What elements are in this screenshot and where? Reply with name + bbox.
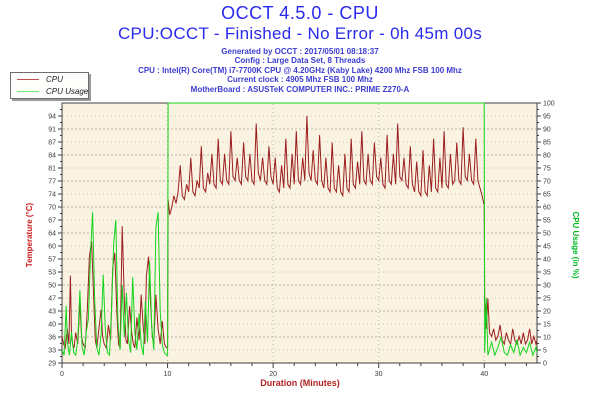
report-title: OCCT 4.5.0 - CPU xyxy=(221,3,379,23)
left-tick-label: 50 xyxy=(48,283,56,290)
right-tick-label: 70 xyxy=(543,179,551,186)
right-tick-label: 20 xyxy=(543,309,551,316)
right-tick-label: 60 xyxy=(543,205,551,212)
right-tick-label: 30 xyxy=(543,283,551,290)
right-tick-label: 90 xyxy=(543,127,551,134)
legend-item-cpu: CPU xyxy=(11,73,88,85)
left-tick-label: 81 xyxy=(48,166,56,173)
x-tick-label: 0 xyxy=(60,371,64,378)
left-tick-label: 53 xyxy=(48,270,56,277)
x-tick-label: 30 xyxy=(375,371,383,378)
left-tick-label: 64 xyxy=(48,231,56,238)
x-axis-title: Duration (Minutes) xyxy=(260,378,340,388)
right-tick-label: 45 xyxy=(543,244,551,251)
report-subtitle: CPU:OCCT - Finished - No Error - 0h 45m … xyxy=(117,24,482,43)
cpu-line-swatch xyxy=(17,78,39,80)
report-info: Generated by OCCT : 2017/05/01 08:18:37 … xyxy=(0,47,600,94)
right-tick-label: 15 xyxy=(543,322,551,329)
right-axis-title: CPU Usage (in %) xyxy=(571,211,580,279)
chart-legend: CPU CPU Usage xyxy=(10,72,89,99)
cpu-usage-series-line xyxy=(61,102,538,357)
right-tick-label: 0 xyxy=(543,361,547,368)
legend-label-cpu-usage: CPU Usage xyxy=(46,86,89,96)
left-tick-label: 94 xyxy=(48,114,56,121)
left-tick-label: 84 xyxy=(48,153,56,160)
left-tick-label: 67 xyxy=(48,218,56,225)
left-tick-label: 91 xyxy=(48,127,56,134)
legend-label-cpu: CPU xyxy=(46,74,63,84)
info-line-clock: Current clock : 4905 Mhz FSB 100 Mhz xyxy=(227,75,373,85)
right-tick-label: 5 xyxy=(543,348,547,355)
left-tick-label: 60 xyxy=(48,244,56,251)
left-tick-label: 57 xyxy=(48,257,56,264)
right-tick-label: 55 xyxy=(543,218,551,225)
right-tick-label: 95 xyxy=(543,114,551,121)
left-tick-label: 74 xyxy=(48,192,56,199)
right-tick-label: 75 xyxy=(543,166,551,173)
right-tick-label: 40 xyxy=(543,257,551,264)
info-line-generated: Generated by OCCT : 2017/05/01 08:18:37 xyxy=(221,47,379,56)
left-axis-title: Temperature (°C) xyxy=(25,202,34,268)
right-tick-label: 10 xyxy=(543,335,551,342)
right-tick-label: 100 xyxy=(543,101,555,108)
left-tick-label: 33 xyxy=(48,348,56,355)
right-tick-label: 85 xyxy=(543,140,551,147)
cpu-usage-line-swatch xyxy=(17,90,39,92)
right-tick-label: 50 xyxy=(543,231,551,238)
info-line-motherboard: MotherBoard : ASUSTeK COMPUTER INC.: PRI… xyxy=(190,84,410,94)
right-tick-label: 25 xyxy=(543,296,551,303)
left-tick-label: 36 xyxy=(48,335,56,342)
right-tick-label: 80 xyxy=(543,153,551,160)
left-tick-label: 40 xyxy=(48,322,56,329)
info-line-config: Config : Large Data Set, 8 Threads xyxy=(234,56,366,66)
left-tick-label: 70 xyxy=(48,205,56,212)
left-tick-label: 47 xyxy=(48,296,56,303)
x-tick-label: 20 xyxy=(269,371,277,378)
x-tick-label: 10 xyxy=(164,371,172,378)
left-tick-label: 87 xyxy=(48,140,56,147)
legend-item-cpu-usage: CPU Usage xyxy=(11,85,88,97)
right-tick-label: 65 xyxy=(543,192,551,199)
left-tick-label: 77 xyxy=(48,179,56,186)
x-tick-label: 40 xyxy=(480,371,488,378)
left-tick-label: 43 xyxy=(48,309,56,316)
info-line-cpu: CPU : Intel(R) Core(TM) i7-7700K CPU @ 4… xyxy=(138,65,462,75)
right-tick-label: 35 xyxy=(543,270,551,277)
left-tick-label: 29 xyxy=(48,361,56,368)
temperature-series-line xyxy=(61,115,538,350)
